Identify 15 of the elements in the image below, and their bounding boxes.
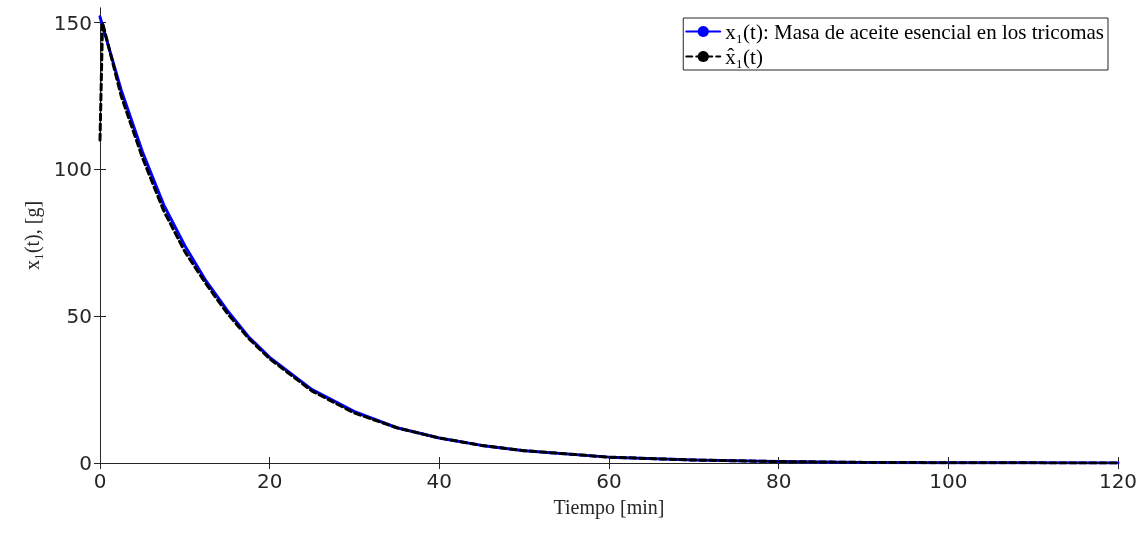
y-tick-label: 50 <box>66 304 92 329</box>
x-tick-label: 80 <box>765 469 792 493</box>
x-tick-label: 40 <box>426 469 453 493</box>
y-tick-label: 100 <box>53 157 92 182</box>
x-tick-label: 20 <box>256 469 283 493</box>
x-tick-label: 0 <box>93 469 107 493</box>
x-tick-label: 100 <box>929 469 968 493</box>
legend-label: x̂₁(t) <box>725 44 763 69</box>
y-axis-title: x₁(t), [g] <box>21 200 44 271</box>
y-tick-label: 0 <box>79 451 92 475</box>
x-tick-label: 60 <box>596 469 622 493</box>
x-axis-title: Tiempo [min] <box>553 496 665 519</box>
y-tick-label: 150 <box>53 10 92 35</box>
legend-label: x₁(t): Masa de aceite esencial en los tricomas <box>725 19 1104 44</box>
x-tick-label: 120 <box>1098 469 1138 493</box>
